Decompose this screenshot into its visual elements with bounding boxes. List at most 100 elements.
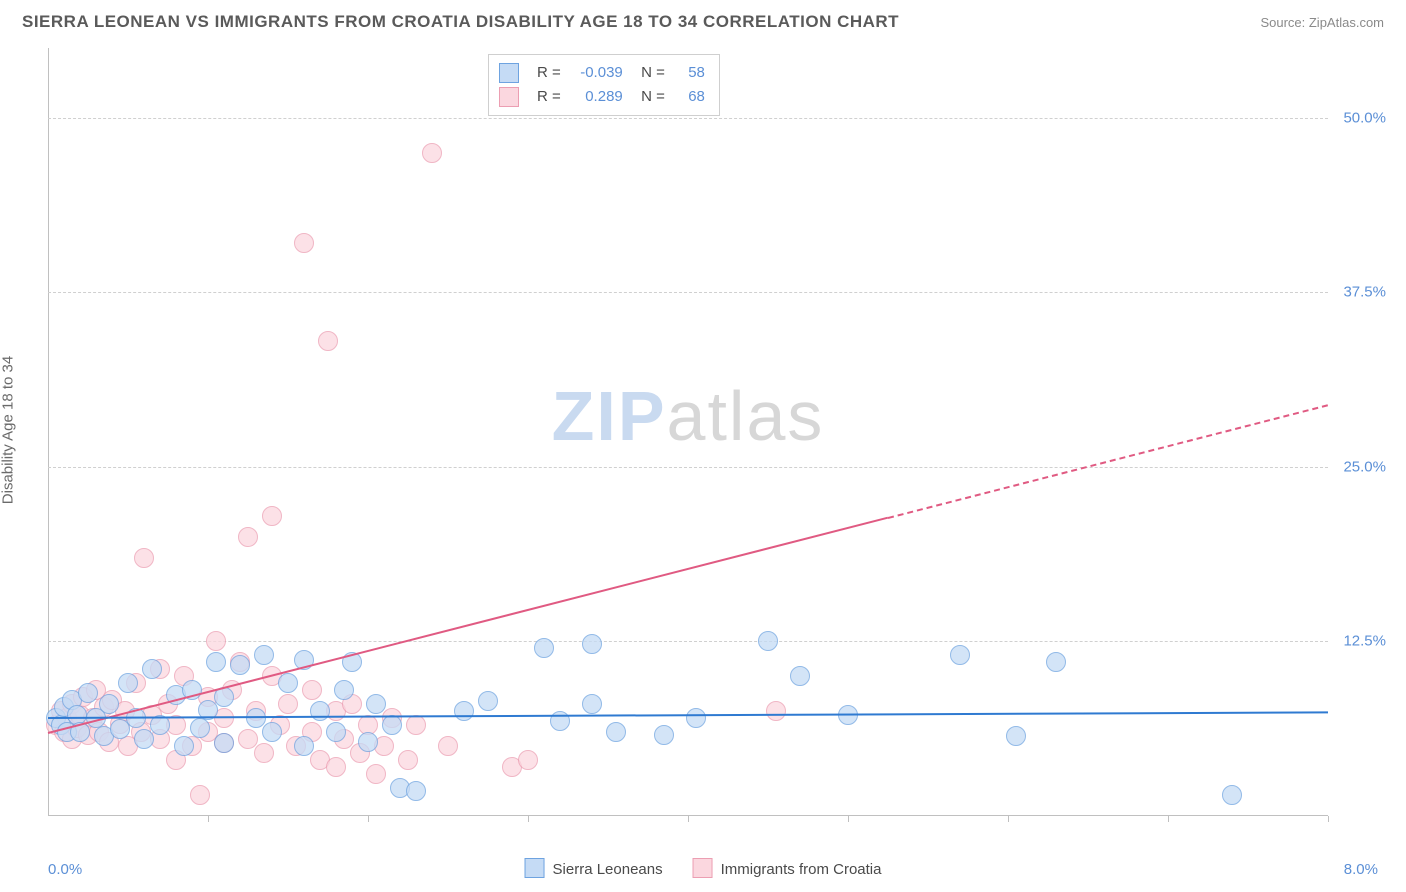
y-tick-label: 12.5% [1343,633,1386,650]
point-a [118,673,138,693]
point-b [206,631,226,651]
legend-item-a: Sierra Leoneans [525,858,663,878]
point-b [518,750,538,770]
point-b [262,506,282,526]
trendline-b-dashed [888,404,1328,519]
point-a [654,725,674,745]
point-b [318,331,338,351]
point-a [382,715,402,735]
point-b [422,143,442,163]
gridline-h [48,118,1328,119]
y-tick-label: 37.5% [1343,284,1386,301]
stat-a-r: -0.039 [571,61,623,85]
point-b [438,736,458,756]
point-a [582,634,602,654]
x-tick [1168,816,1169,822]
point-a [478,691,498,711]
point-a [190,718,210,738]
chart-title: SIERRA LEONEAN VS IMMIGRANTS FROM CROATI… [22,12,899,32]
point-b [254,743,274,763]
x-axis-max-label: 8.0% [1344,861,1378,878]
source-label: Source: ZipAtlas.com [1260,15,1384,30]
x-tick [208,816,209,822]
gridline-h [48,641,1328,642]
swatch-a [499,63,519,83]
point-a [334,680,354,700]
x-tick [1328,816,1329,822]
y-axis-line [48,48,49,816]
point-b [278,694,298,714]
point-b [238,527,258,547]
point-b [398,750,418,770]
x-tick [848,816,849,822]
x-tick [528,816,529,822]
swatch-b [499,87,519,107]
point-a [254,645,274,665]
point-a [534,638,554,658]
stat-a-r-prefix: R = [537,61,561,85]
legend-label-b: Immigrants from Croatia [721,861,882,878]
point-b [134,548,154,568]
point-b [190,785,210,805]
point-b [406,715,426,735]
watermark: ZIPatlas [552,376,825,456]
watermark-atlas: atlas [667,377,825,455]
point-a [950,645,970,665]
x-tick [688,816,689,822]
point-a [406,781,426,801]
point-a [790,666,810,686]
stat-b-r-prefix: R = [537,85,561,109]
point-a [78,683,98,703]
point-a [230,655,250,675]
statistics-legend: R = -0.039 N = 58 R = 0.289 N = 68 [488,54,720,116]
point-a [310,701,330,721]
point-a [1046,652,1066,672]
point-a [1222,785,1242,805]
legend-swatch-a [525,858,545,878]
stat-b-n-prefix: N = [633,85,665,109]
point-a [454,701,474,721]
legend-label-a: Sierra Leoneans [553,861,663,878]
point-b [302,680,322,700]
legend-item-b: Immigrants from Croatia [693,858,882,878]
x-tick [1008,816,1009,822]
point-b [326,757,346,777]
gridline-h [48,292,1328,293]
point-a [366,694,386,714]
point-a [206,652,226,672]
point-a [758,631,778,651]
point-a [582,694,602,714]
stat-a-n-prefix: N = [633,61,665,85]
point-a [1006,726,1026,746]
x-axis-min-label: 0.0% [48,861,82,878]
point-a [278,673,298,693]
watermark-zip: ZIP [552,377,667,455]
y-tick-label: 25.0% [1343,458,1386,475]
point-a [686,708,706,728]
point-a [294,736,314,756]
point-b [294,233,314,253]
stat-b-r: 0.289 [571,85,623,109]
point-a [606,722,626,742]
point-a [142,659,162,679]
point-a [358,732,378,752]
point-a [134,729,154,749]
point-a [326,722,346,742]
legend-swatch-b [693,858,713,878]
scatter-chart: ZIPatlas R = -0.039 N = 58 R = 0.289 N =… [48,48,1328,816]
point-b [366,764,386,784]
point-a [214,733,234,753]
gridline-h [48,467,1328,468]
stat-row-a: R = -0.039 N = 58 [499,61,705,85]
legend: Sierra Leoneans Immigrants from Croatia [525,858,882,878]
y-tick-label: 50.0% [1343,109,1386,126]
point-a [262,722,282,742]
point-a [174,736,194,756]
stat-row-b: R = 0.289 N = 68 [499,85,705,109]
stat-b-n: 68 [675,85,705,109]
point-b [766,701,786,721]
point-a [99,694,119,714]
y-axis-label: Disability Age 18 to 34 [0,356,17,504]
x-tick [368,816,369,822]
stat-a-n: 58 [675,61,705,85]
